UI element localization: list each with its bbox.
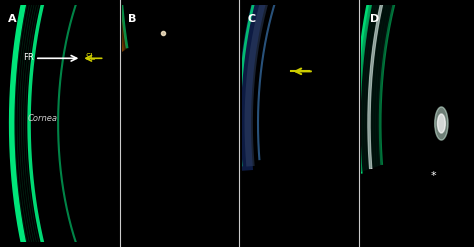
Text: SL: SL xyxy=(86,53,96,62)
Text: A: A xyxy=(8,14,17,24)
Text: C: C xyxy=(247,14,255,24)
Text: B: B xyxy=(128,14,137,24)
Text: FR: FR xyxy=(23,53,34,62)
Text: *: * xyxy=(430,171,436,181)
Text: Cornea: Cornea xyxy=(28,114,58,123)
Text: D: D xyxy=(370,14,379,24)
Ellipse shape xyxy=(438,114,445,133)
Ellipse shape xyxy=(435,107,448,140)
